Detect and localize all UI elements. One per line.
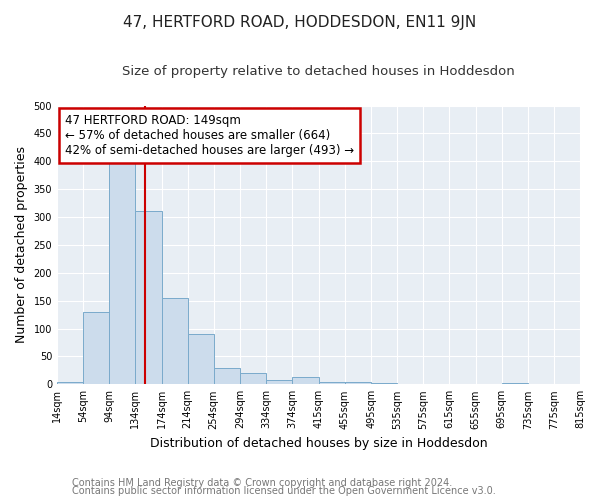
Bar [266,380,292,384]
Bar [83,312,109,384]
Bar [109,158,136,384]
Bar [371,382,397,384]
Text: 47 HERTFORD ROAD: 149sqm
← 57% of detached houses are smaller (664)
42% of semi-: 47 HERTFORD ROAD: 149sqm ← 57% of detach… [65,114,354,157]
Title: Size of property relative to detached houses in Hoddesdon: Size of property relative to detached ho… [122,65,515,78]
Bar [161,298,188,384]
Text: Contains HM Land Registry data © Crown copyright and database right 2024.: Contains HM Land Registry data © Crown c… [72,478,452,488]
Bar [214,368,240,384]
Bar [136,212,161,384]
Bar [57,382,83,384]
Bar [319,382,345,384]
Bar [292,377,319,384]
Text: Contains public sector information licensed under the Open Government Licence v3: Contains public sector information licen… [72,486,496,496]
Text: 47, HERTFORD ROAD, HODDESDON, EN11 9JN: 47, HERTFORD ROAD, HODDESDON, EN11 9JN [124,15,476,30]
Bar [188,334,214,384]
Bar [240,373,266,384]
Y-axis label: Number of detached properties: Number of detached properties [15,146,28,344]
Bar [502,382,528,384]
Bar [345,382,371,384]
X-axis label: Distribution of detached houses by size in Hoddesdon: Distribution of detached houses by size … [150,437,487,450]
